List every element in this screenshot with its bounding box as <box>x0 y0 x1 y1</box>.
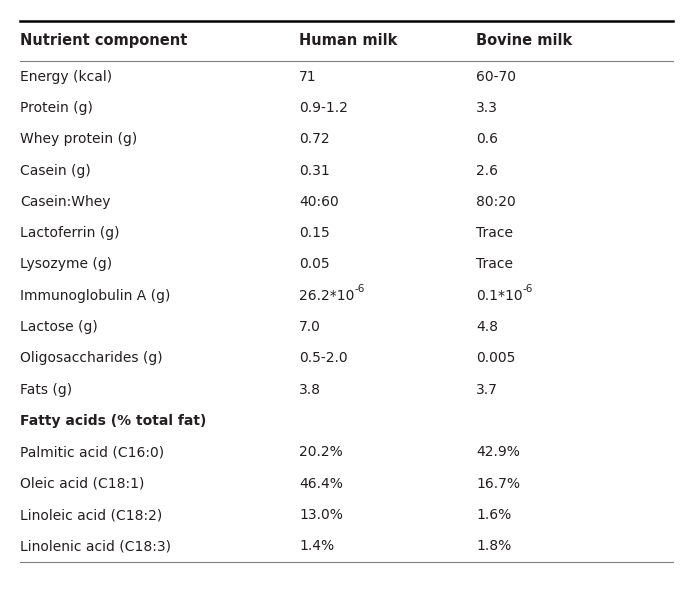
Text: Linoleic acid (C18:2): Linoleic acid (C18:2) <box>20 508 163 522</box>
Text: Casein:Whey: Casein:Whey <box>20 195 111 209</box>
Text: Whey protein (g): Whey protein (g) <box>20 132 137 146</box>
Text: 0.1*10: 0.1*10 <box>476 289 523 303</box>
Text: 26.2*10: 26.2*10 <box>299 289 354 303</box>
Text: Trace: Trace <box>476 258 513 271</box>
Text: 3.7: 3.7 <box>476 383 498 397</box>
Text: 0.9-1.2: 0.9-1.2 <box>299 101 348 115</box>
Text: Palmitic acid (C16:0): Palmitic acid (C16:0) <box>20 446 165 459</box>
Text: 42.9%: 42.9% <box>476 446 520 459</box>
Text: 2.6: 2.6 <box>476 164 498 177</box>
Text: 4.8: 4.8 <box>476 320 498 334</box>
Text: Trace: Trace <box>476 226 513 240</box>
Text: 46.4%: 46.4% <box>299 477 343 491</box>
Text: -6: -6 <box>523 284 533 294</box>
Text: Linolenic acid (C18:3): Linolenic acid (C18:3) <box>20 540 171 553</box>
Text: 40:60: 40:60 <box>299 195 339 209</box>
Text: Casein (g): Casein (g) <box>20 164 91 177</box>
Text: Lactose (g): Lactose (g) <box>20 320 98 334</box>
Text: 0.005: 0.005 <box>476 352 515 365</box>
Text: Nutrient component: Nutrient component <box>20 33 188 48</box>
Text: Fatty acids (% total fat): Fatty acids (% total fat) <box>20 414 207 428</box>
Text: Protein (g): Protein (g) <box>20 101 93 115</box>
Text: 13.0%: 13.0% <box>299 508 343 522</box>
Text: 71: 71 <box>299 70 317 83</box>
Text: Bovine milk: Bovine milk <box>476 33 573 48</box>
Text: 0.05: 0.05 <box>299 258 330 271</box>
Text: 1.4%: 1.4% <box>299 540 335 553</box>
Text: 80:20: 80:20 <box>476 195 515 209</box>
Text: 3.3: 3.3 <box>476 101 498 115</box>
Text: 60-70: 60-70 <box>476 70 516 83</box>
Text: 0.72: 0.72 <box>299 132 330 146</box>
Text: Immunoglobulin A (g): Immunoglobulin A (g) <box>20 289 171 303</box>
Text: 0.5-2.0: 0.5-2.0 <box>299 352 348 365</box>
Text: 0.15: 0.15 <box>299 226 330 240</box>
Text: 16.7%: 16.7% <box>476 477 520 491</box>
Text: Fats (g): Fats (g) <box>20 383 73 397</box>
Text: Lysozyme (g): Lysozyme (g) <box>20 258 112 271</box>
Text: Human milk: Human milk <box>299 33 398 48</box>
Text: Oleic acid (C18:1): Oleic acid (C18:1) <box>20 477 145 491</box>
Text: Energy (kcal): Energy (kcal) <box>20 70 112 83</box>
Text: Oligosaccharides (g): Oligosaccharides (g) <box>20 352 163 365</box>
Text: Lactoferrin (g): Lactoferrin (g) <box>20 226 120 240</box>
Text: 3.8: 3.8 <box>299 383 321 397</box>
Text: 1.8%: 1.8% <box>476 540 511 553</box>
Text: 7.0: 7.0 <box>299 320 321 334</box>
Text: 1.6%: 1.6% <box>476 508 511 522</box>
Text: 0.6: 0.6 <box>476 132 498 146</box>
Text: 20.2%: 20.2% <box>299 446 343 459</box>
Text: 0.31: 0.31 <box>299 164 330 177</box>
Text: -6: -6 <box>354 284 365 294</box>
